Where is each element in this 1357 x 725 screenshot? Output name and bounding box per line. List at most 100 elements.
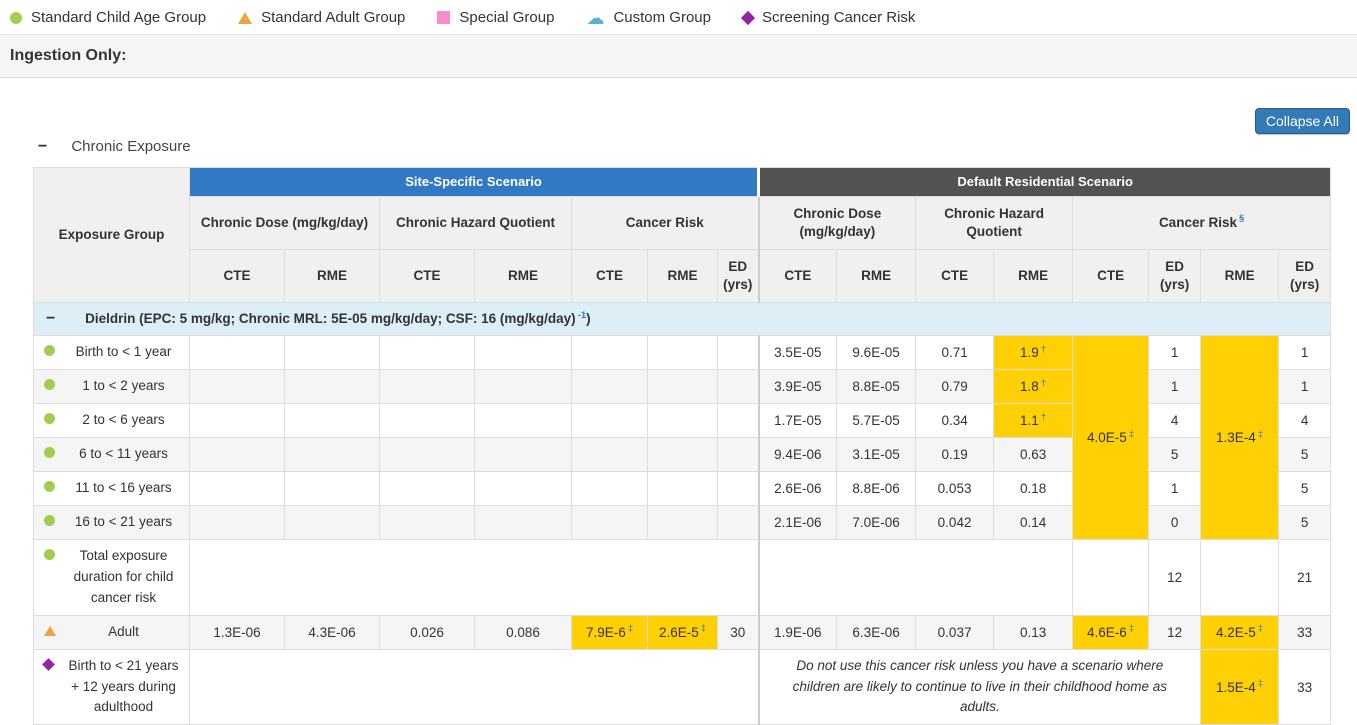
- value-cell: 9.6E-05: [836, 335, 917, 371]
- value-cell: [188, 538, 760, 616]
- highlighted-value-cell: 4.2E-5 ‡: [1200, 614, 1280, 650]
- exposure-group-label: Birth to < 1 year: [75, 344, 172, 360]
- footnote-sup: ‡: [1128, 623, 1135, 635]
- highlighted-value-cell: 2.6E-5 ‡: [647, 614, 718, 650]
- value-cell: 0.053: [915, 471, 995, 507]
- footnote-sup: ‡: [627, 623, 634, 635]
- collapse-chemical-icon[interactable]: −: [46, 310, 56, 328]
- exposure-group-label: 1 to < 2 years: [82, 378, 165, 394]
- value-cell: 2.6E-06: [757, 471, 838, 507]
- default-hazard-quotient-header: Chronic Hazard Quotient: [915, 195, 1074, 250]
- value-cell: [647, 505, 718, 540]
- table-row: Total exposure duration for child cancer…: [33, 538, 1332, 616]
- value-cell: 1: [1148, 369, 1202, 405]
- table-row: Birth to < 1 year 3.5E-05 9.6E-05 0.71 1.9 † 4…: [33, 335, 1332, 540]
- value-cell: [379, 437, 475, 473]
- group-legend: Standard Child Age Group Standard Adult G…: [0, 0, 1357, 34]
- circle-icon: [44, 379, 55, 391]
- footnote-sup: ‡: [700, 623, 707, 635]
- value-cell: [189, 505, 285, 540]
- value-cell: [1200, 538, 1280, 616]
- value-cell: [379, 335, 475, 371]
- table-row: 6 to < 11 years 9.4E-06 3.1E-05 0.19 0.63 5 5: [33, 437, 1332, 473]
- value-cell: 0.71: [915, 335, 995, 371]
- section-bar: Ingestion Only:: [0, 34, 1357, 78]
- value-cell: 1.3E-06: [189, 614, 285, 650]
- value-cell: [716, 369, 760, 405]
- value-cell: [189, 335, 285, 371]
- toolbar-row: Collapse All: [0, 108, 1350, 134]
- circle-icon: [44, 413, 55, 425]
- chronic-exposure-heading: − Chronic Exposure: [38, 138, 1357, 155]
- footnote-sup: ‡: [1128, 428, 1135, 440]
- value-cell: [647, 437, 718, 473]
- value-cell: [716, 437, 760, 473]
- value-cell: [757, 538, 1074, 616]
- value-cell: 7.0E-06: [836, 505, 917, 540]
- exposure-group-label: 6 to < 11 years: [79, 446, 168, 462]
- value-cell: 0: [1148, 505, 1202, 540]
- exposure-group-cell: Birth to < 21 years + 12 years during ad…: [33, 648, 190, 725]
- value-cell: 0.18: [993, 471, 1074, 507]
- value-cell: [474, 437, 572, 473]
- footnote-sup: ‡: [1257, 623, 1264, 635]
- footnote-sup: ‡: [1257, 678, 1264, 690]
- triangle-icon: [44, 625, 56, 636]
- measure-header-row: Chronic Dose (mg/kg/day) Chronic Hazard …: [34, 195, 1332, 250]
- exposure-group-label: Birth to < 21 years + 12 years during ad…: [68, 657, 179, 715]
- value-cell: [284, 335, 380, 371]
- circle-icon: [44, 515, 55, 527]
- exposure-group-cell: Birth to < 1 year: [33, 335, 190, 371]
- chemical-cell: − Dieldrin (EPC: 5 mg/kg; Chronic MRL: 5…: [32, 302, 1332, 337]
- value-cell: 5.7E-05: [836, 403, 917, 439]
- value-cell: 1.7E-05: [757, 403, 838, 439]
- value-cell: 5: [1148, 437, 1202, 473]
- col-header: CTE: [571, 248, 648, 304]
- footnote-sup: †: [1040, 411, 1047, 423]
- collapse-all-button[interactable]: Collapse All: [1254, 108, 1350, 134]
- legend-item-special-group: Special Group: [437, 9, 554, 26]
- value-cell: [716, 471, 760, 507]
- exposure-group-cell: 6 to < 11 years: [33, 437, 190, 473]
- value-cell: 12: [1148, 538, 1202, 616]
- col-header: RME: [647, 248, 718, 304]
- value-cell: 0.026: [379, 614, 475, 650]
- value-cell: [571, 505, 648, 540]
- legend-label: Custom Group: [613, 9, 711, 26]
- value-cell: [379, 403, 475, 439]
- value-cell: 4: [1148, 403, 1202, 439]
- value-cell: 6.3E-06: [836, 614, 917, 650]
- value-cell: 3.5E-05: [757, 335, 838, 371]
- value-cell: [284, 437, 380, 473]
- value-cell: [189, 369, 285, 405]
- col-header: CTE: [757, 248, 838, 304]
- value-cell: 12: [1148, 614, 1202, 650]
- value-cell: 3.9E-05: [757, 369, 838, 405]
- value-cell: [647, 403, 718, 439]
- legend-item-custom-group: ☁ Custom Group: [586, 7, 711, 28]
- exposure-group-label: 2 to < 6 years: [82, 412, 165, 428]
- value-cell: [379, 471, 475, 507]
- value-cell: [379, 369, 475, 405]
- value-cell: [474, 505, 572, 540]
- value-cell: 33: [1278, 648, 1332, 725]
- value-cell: [571, 437, 648, 473]
- value-cell: [571, 335, 648, 371]
- table-row: Birth to < 21 years + 12 years during ad…: [33, 648, 1332, 725]
- exposure-group-label: Adult: [108, 623, 139, 639]
- value-cell: 1.9E-06: [757, 614, 838, 650]
- section-sign-sup: §: [1238, 213, 1245, 225]
- value-cell: [647, 471, 718, 507]
- value-cell: [716, 505, 760, 540]
- value-cell: 0.14: [993, 505, 1074, 540]
- highlighted-value-cell: 4.6E-6 ‡: [1072, 614, 1150, 650]
- table-row: Adult 1.3E-06 4.3E-06 0.026 0.086 7.9E-6 ‡ 2.6E…: [33, 614, 1332, 650]
- exposure-group-cell: Adult: [33, 614, 190, 650]
- section-title: Ingestion Only:: [10, 47, 127, 64]
- value-cell: 4.3E-06: [284, 614, 380, 650]
- collapse-section-icon[interactable]: −: [38, 137, 48, 155]
- cloud-icon: ☁: [586, 7, 605, 28]
- exposure-group-cell: 11 to < 16 years: [33, 471, 190, 507]
- value-cell: [647, 369, 718, 405]
- chemical-row: − Dieldrin (EPC: 5 mg/kg; Chronic MRL: 5…: [32, 302, 1332, 337]
